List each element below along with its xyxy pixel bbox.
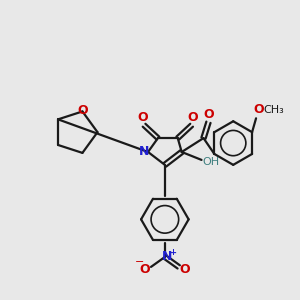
- Text: O: O: [179, 263, 190, 276]
- Text: O: O: [254, 103, 264, 116]
- Text: O: O: [140, 263, 150, 276]
- Text: O: O: [203, 108, 214, 121]
- Text: +: +: [169, 248, 176, 256]
- Text: O: O: [187, 111, 198, 124]
- Text: O: O: [138, 111, 148, 124]
- Text: O: O: [77, 104, 88, 117]
- Text: OH: OH: [203, 157, 220, 167]
- Text: −: −: [134, 257, 144, 267]
- Text: N: N: [139, 146, 149, 158]
- Text: N: N: [162, 250, 172, 263]
- Text: CH₃: CH₃: [263, 105, 284, 116]
